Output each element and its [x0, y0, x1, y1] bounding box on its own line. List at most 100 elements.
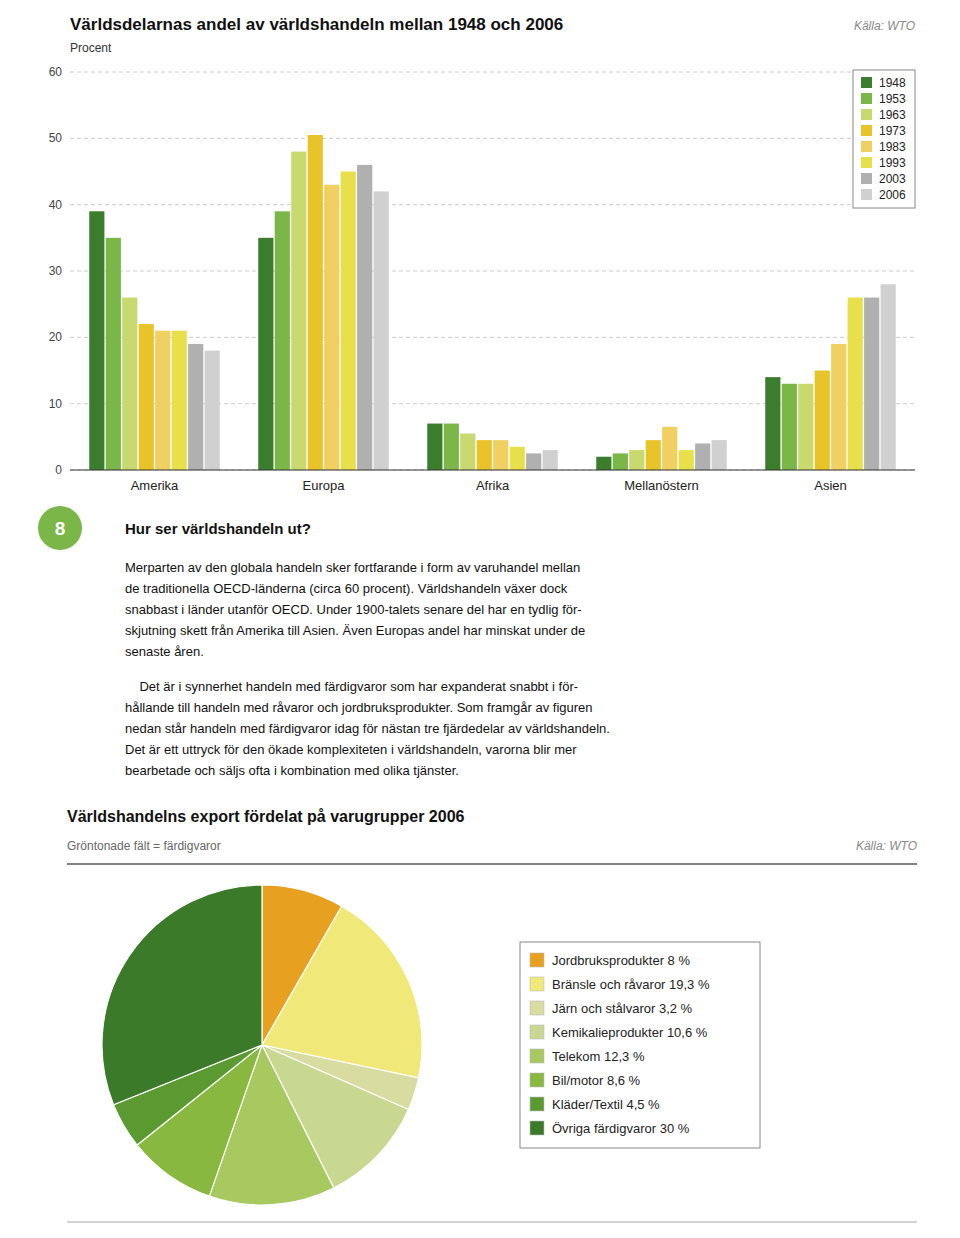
x-tick-label: Amerika — [131, 478, 179, 493]
legend-swatch — [861, 189, 872, 200]
legend-label: Bränsle och råvaror 19,3 % — [552, 977, 710, 992]
bar — [510, 447, 525, 470]
legend-label: 1963 — [879, 108, 906, 122]
y-tick-label: 20 — [49, 330, 63, 344]
legend-swatch — [530, 977, 544, 991]
bar — [122, 298, 137, 470]
bar — [864, 298, 879, 470]
bar — [106, 238, 121, 470]
source-note: Källa: WTO — [856, 839, 917, 853]
bar — [188, 344, 203, 470]
y-tick-label: 50 — [49, 131, 63, 145]
y-tick-label: 0 — [55, 463, 62, 477]
bar — [815, 371, 830, 471]
number-label: 8 — [55, 518, 66, 539]
bar — [477, 440, 492, 470]
source-note: Källa: WTO — [854, 19, 915, 33]
number-badge — [38, 506, 82, 550]
bar — [341, 172, 356, 471]
background — [0, 0, 960, 1238]
paragraph-line: de traditionella OECD-länderna (circa 60… — [125, 581, 568, 596]
x-axis-line — [70, 470, 915, 471]
legend-swatch — [861, 77, 872, 88]
text-heading: Hur ser världshandeln ut? — [125, 520, 311, 537]
paragraph-line: bearbetade och säljs ofta i kombination … — [125, 763, 459, 778]
bar — [155, 331, 170, 470]
bar — [291, 152, 306, 470]
grid-line — [70, 271, 915, 272]
bottom-rule — [67, 1222, 917, 1223]
bar — [205, 351, 220, 470]
rule — [67, 864, 917, 865]
bar — [662, 427, 677, 470]
legend-swatch — [530, 1097, 544, 1111]
legend-label: 1948 — [879, 76, 906, 90]
bar — [427, 424, 442, 470]
legend-label: Järn och stålvaror 3,2 % — [552, 1001, 693, 1016]
legend-frame — [520, 942, 760, 1148]
bar — [596, 457, 611, 470]
bar — [374, 191, 389, 470]
bar — [782, 384, 797, 470]
grid-line — [70, 72, 915, 73]
legend-label: 2003 — [879, 172, 906, 186]
y-tick-label: 40 — [49, 198, 63, 212]
bar — [629, 450, 644, 470]
bar — [444, 424, 459, 470]
bar — [493, 440, 508, 470]
bar — [275, 211, 290, 470]
bar — [172, 331, 187, 470]
y-tick-label: 10 — [49, 397, 63, 411]
paragraph-line: hållande till handeln med råvaror och jo… — [125, 700, 593, 715]
legend-label: 1973 — [879, 124, 906, 138]
x-tick-label: Europa — [303, 478, 346, 493]
legend-label: Kläder/Textil 4,5 % — [552, 1097, 660, 1112]
bar — [308, 135, 323, 470]
legend-label: Telekom 12,3 % — [552, 1049, 645, 1064]
bar — [712, 440, 727, 470]
grid-line — [70, 470, 915, 471]
paragraph-line: skjutning skett från Amerika till Asien.… — [125, 623, 585, 638]
legend-frame — [853, 70, 915, 208]
grid-line — [70, 337, 915, 338]
x-tick-label: Asien — [814, 478, 847, 493]
bar — [798, 384, 813, 470]
legend-swatch — [861, 125, 872, 136]
slice — [102, 885, 262, 1105]
legend-swatch — [530, 1025, 544, 1039]
legend-label: Övriga färdigvaror 30 % — [552, 1121, 690, 1136]
paragraph-line: senaste åren. — [125, 644, 204, 659]
pie-chart: Världshandelns export fördelat på varugr… — [67, 808, 917, 1205]
bar — [646, 440, 661, 470]
bar — [881, 284, 896, 470]
text-section: 8 Hur ser världshandeln ut? Merparten av d… — [38, 506, 610, 778]
legend-label: Jordbruksprodukter 8 % — [552, 953, 690, 968]
legend-swatch — [530, 1049, 544, 1063]
legend: 19481953196319731983199320032006 — [853, 70, 915, 208]
legend-label: 1983 — [879, 140, 906, 154]
legend-swatch — [530, 1001, 544, 1015]
chart-title: Världshandelns export fördelat på varugr… — [67, 808, 465, 825]
bar — [324, 185, 339, 470]
chart-subtitle: Gröntonade fält = färdigvaror — [67, 839, 221, 853]
paragraph-line: snabbast i länder utanför OECD. Under 19… — [125, 602, 582, 617]
legend-swatch — [861, 141, 872, 152]
legend-label: 1953 — [879, 92, 906, 106]
grid-line — [70, 138, 915, 139]
bar — [460, 434, 475, 470]
bar — [679, 450, 694, 470]
legend-label: 2006 — [879, 188, 906, 202]
x-tick-label: Mellanöstern — [624, 478, 698, 493]
bar — [613, 453, 628, 470]
legend-swatch — [861, 173, 872, 184]
bar — [831, 344, 846, 470]
bar — [695, 443, 710, 470]
bar-chart: Världsdelarnas andel av världshandeln me… — [49, 15, 915, 493]
bar — [258, 238, 273, 470]
paragraph-line: Merparten av den globala handeln sker fo… — [125, 560, 580, 575]
y-axis-label: Procent — [70, 41, 112, 55]
legend: Jordbruksprodukter 8 % Bränsle och råvaro… — [520, 942, 760, 1148]
bar — [765, 377, 780, 470]
legend-swatch — [861, 109, 872, 120]
legend-swatch — [861, 157, 872, 168]
